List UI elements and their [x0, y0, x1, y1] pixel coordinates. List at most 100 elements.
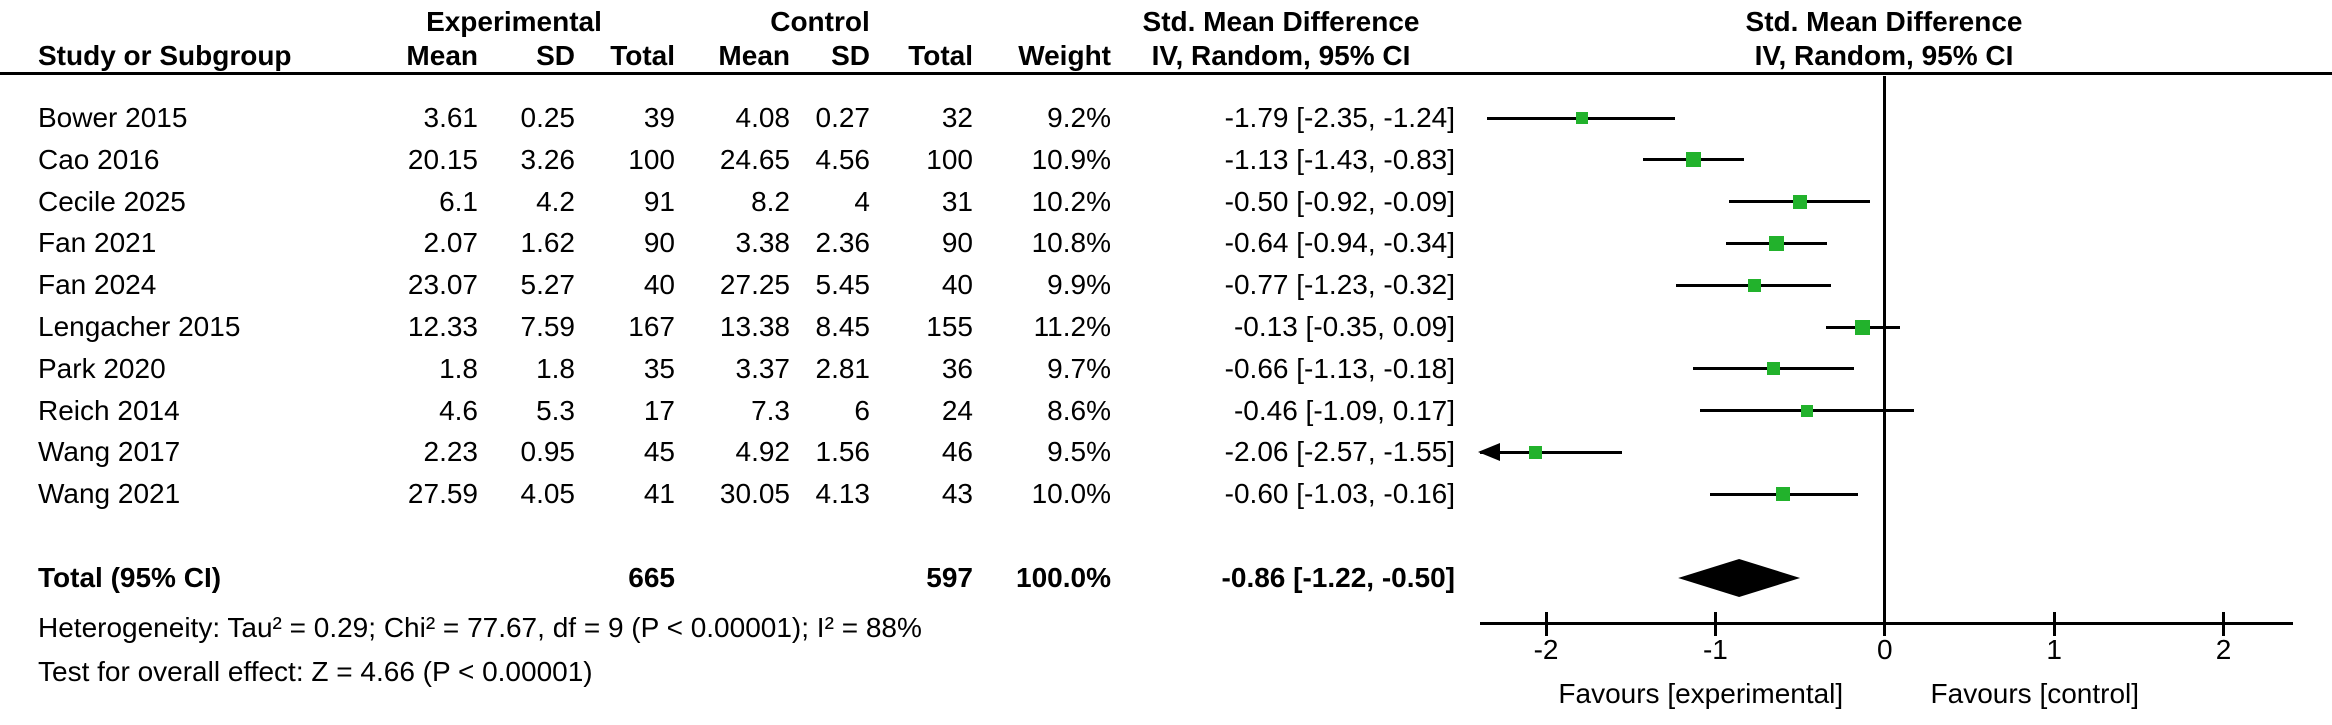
study-ctl-mean: 8.2 [751, 185, 790, 217]
study-weight: 10.8% [1031, 227, 1111, 259]
study-exp-total: 167 [628, 311, 675, 342]
study-ctl-total: 100 [926, 143, 973, 175]
table-row: Bower 2015 3.61 0.25 39 4.08 0.27 32 9.2% -1.79 … [0, 97, 2332, 139]
study-exp-mean: 2.23 [423, 436, 479, 468]
header-col-ctl-total: Total [908, 40, 973, 71]
study-ci-text: -0.13 [-0.35, 0.09] [1233, 311, 1455, 342]
study-ctl-sd: 2.36 [815, 227, 871, 259]
axis-tick [1883, 612, 1887, 636]
table-row: Cecile 2025 6.1 4.2 91 8.2 4 31 10.2% -0.50 [-0.… [0, 181, 2332, 223]
study-exp-mean: 1.8 [439, 352, 478, 384]
total-exp-total: 665 [628, 562, 675, 593]
axis-tick [2222, 612, 2226, 636]
study-name: Reich 2014 [38, 394, 180, 426]
study-ctl-total: 43 [941, 478, 973, 510]
study-name: Bower 2015 [38, 102, 188, 133]
study-exp-sd: 1.62 [520, 227, 576, 259]
study-ctl-sd: 4.56 [815, 143, 871, 175]
study-weight: 9.7% [1047, 352, 1111, 384]
study-name: Wang 2017 [38, 436, 181, 468]
study-weight: 10.9% [1031, 143, 1111, 175]
header-smd-subtitle-left: IV, Random, 95% CI [1151, 40, 1411, 71]
axis-tick-label: -2 [1533, 634, 1559, 665]
study-ctl-mean: 3.38 [735, 227, 791, 259]
smd-marker [1776, 487, 1791, 502]
study-ctl-total: 31 [941, 185, 973, 217]
study-name: Cao 2016 [38, 143, 160, 175]
study-exp-mean: 3.61 [423, 102, 479, 133]
study-ctl-total: 46 [941, 436, 973, 468]
study-exp-mean: 23.07 [407, 269, 478, 301]
study-name: Fan 2021 [38, 227, 157, 259]
study-ctl-total: 24 [941, 394, 973, 426]
axis-tick-label: -1 [1702, 634, 1728, 665]
table-row: Lengacher 2015 12.33 7.59 167 13.38 8.45 155 11… [0, 306, 2332, 348]
total-weight: 100.0% [1016, 562, 1111, 593]
study-ci-line [1480, 450, 1623, 454]
header-col-study: Study or Subgroup [38, 40, 292, 71]
axis-tick [2052, 612, 2056, 636]
total-ctl-total: 597 [926, 562, 973, 593]
study-exp-mean: 20.15 [407, 143, 478, 175]
header-smd-title-left: Std. Mean Difference [1142, 6, 1420, 37]
study-name: Park 2020 [38, 352, 166, 384]
study-exp-total: 41 [643, 478, 675, 510]
table-row: Fan 2021 2.07 1.62 90 3.38 2.36 90 10.8% -0.64 [… [0, 222, 2332, 264]
summary-diamond [1678, 559, 1801, 597]
study-ctl-mean: 4.08 [735, 102, 791, 133]
study-exp-sd: 1.8 [536, 352, 575, 384]
axis-tick [1713, 612, 1717, 636]
table-row: Fan 2024 23.07 5.27 40 27.25 5.45 40 9.9% -0.77 … [0, 264, 2332, 306]
study-exp-sd: 4.05 [520, 478, 576, 510]
study-weight: 9.9% [1047, 269, 1111, 301]
study-exp-sd: 3.26 [520, 143, 576, 175]
study-exp-mean: 2.07 [423, 227, 479, 259]
study-exp-mean: 12.33 [407, 311, 478, 342]
header-smd-subtitle-right: IV, Random, 95% CI [1754, 40, 2014, 71]
table-row: Cao 2016 20.15 3.26 100 24.65 4.56 100 10.9% -1.… [0, 139, 2332, 181]
overall-effect-text: Test for overall effect: Z = 4.66 (P < 0… [38, 656, 593, 687]
axis-tick-label: 1 [2046, 634, 2062, 665]
header-col-ctl-sd: SD [831, 40, 870, 71]
study-name: Fan 2024 [38, 269, 157, 301]
header-smd-title-right: Std. Mean Difference [1745, 6, 2023, 37]
study-exp-sd: 5.3 [536, 394, 575, 426]
study-ci-text: -0.77 [-1.23, -0.32] [1224, 269, 1455, 301]
study-ci-text: -2.06 [-2.57, -1.55] [1224, 436, 1455, 468]
axis-tick-label: 2 [2215, 634, 2232, 665]
study-weight: 8.6% [1047, 394, 1111, 426]
study-ctl-mean: 30.05 [719, 478, 790, 510]
smd-marker [1575, 112, 1588, 124]
header-col-exp-total: Total [610, 40, 675, 71]
study-ci-text: -0.60 [-1.03, -0.16] [1224, 478, 1455, 510]
header-col-exp-mean: Mean [406, 40, 478, 71]
table-row: Wang 2017 2.23 0.95 45 4.92 1.56 46 9.5% -2.06 [… [0, 431, 2332, 473]
study-exp-total: 17 [643, 394, 675, 426]
study-ctl-total: 36 [941, 352, 973, 384]
study-exp-total: 100 [628, 143, 675, 175]
axis-tick-label: 0 [1877, 634, 1893, 665]
forest-plot-panel: -2 -1 0 1 2 Favours [experimental] Favours [co… [1478, 0, 2293, 725]
study-exp-mean: 4.6 [439, 394, 478, 426]
axis-tick [1544, 612, 1548, 636]
study-exp-sd: 7.59 [520, 311, 576, 342]
study-exp-sd: 0.25 [520, 102, 576, 133]
study-ctl-total: 32 [941, 102, 973, 133]
study-ctl-sd: 4.13 [815, 478, 871, 510]
smd-marker [1855, 319, 1871, 335]
study-ci-text: -0.46 [-1.09, 0.17] [1233, 394, 1455, 426]
arrow-left-icon [1478, 443, 1500, 462]
study-exp-total: 35 [643, 352, 675, 384]
header-col-ctl-mean: Mean [718, 40, 790, 71]
smd-marker [1800, 404, 1813, 417]
study-ctl-mean: 3.37 [735, 352, 791, 384]
study-name: Wang 2021 [38, 478, 181, 510]
total-ci-text: -0.86 [-1.22, -0.50] [1221, 562, 1455, 593]
study-exp-total: 45 [643, 436, 675, 468]
study-ci-text: -1.79 [-2.35, -1.24] [1224, 102, 1455, 133]
study-name: Lengacher 2015 [38, 311, 241, 342]
study-ctl-total: 155 [926, 311, 973, 342]
study-ctl-mean: 27.25 [719, 269, 790, 301]
smd-marker [1793, 194, 1808, 209]
header-group-experimental: Experimental [426, 6, 602, 37]
